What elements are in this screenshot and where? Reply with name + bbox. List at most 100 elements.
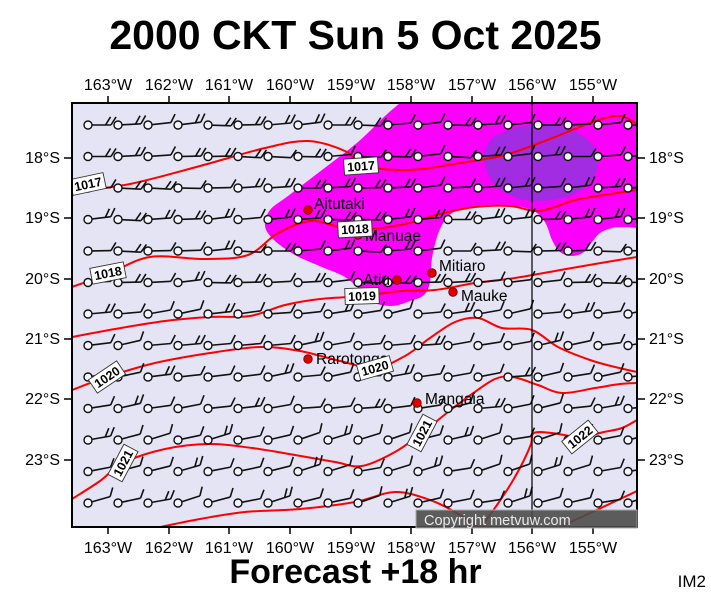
wind-barb — [203, 397, 236, 414]
barb-feather — [140, 212, 148, 222]
lat-label-right: 21°S — [649, 331, 684, 348]
station-circle — [563, 214, 573, 225]
wind-barb — [443, 272, 477, 288]
barb-feather — [110, 148, 117, 157]
station-circle — [443, 151, 453, 162]
station-circle — [83, 309, 93, 319]
wind-barb — [143, 300, 175, 319]
barb-feather — [554, 210, 562, 220]
barb-feather — [350, 270, 356, 281]
station-circle — [263, 340, 273, 351]
barb-feather — [500, 177, 506, 187]
barb-feather — [140, 115, 147, 125]
barb-shaft — [242, 404, 261, 409]
barb-feather — [260, 116, 267, 126]
wind-barb — [293, 302, 326, 319]
station-circle — [203, 403, 213, 414]
station-circle — [143, 435, 153, 445]
wind-barb — [413, 208, 446, 225]
station-circle — [113, 403, 123, 414]
barb-feather — [349, 455, 354, 465]
barb-feather — [619, 363, 625, 373]
barb-shaft — [152, 187, 172, 191]
barb-feather — [320, 148, 327, 158]
wind-barb — [473, 241, 507, 256]
station-circle — [233, 277, 243, 288]
wind-barb — [173, 210, 207, 225]
barb-feather — [584, 302, 590, 312]
island-label-manuae: Manuae — [365, 228, 421, 245]
barb-feather — [350, 397, 356, 407]
barb-shaft — [632, 343, 637, 346]
station-circle — [263, 498, 273, 508]
station-circle — [623, 403, 633, 414]
barb-shaft — [542, 339, 561, 346]
barb-feather — [620, 207, 626, 218]
barb-feather — [194, 147, 202, 157]
barb-feather — [650, 487, 652, 496]
barb-feather — [230, 147, 237, 157]
station-circle — [413, 120, 423, 130]
barb-shaft — [152, 121, 171, 126]
station-circle — [113, 183, 123, 193]
barb-shaft — [242, 434, 261, 440]
station-circle — [143, 214, 153, 225]
barb-feather — [408, 423, 413, 433]
barb-shaft — [332, 185, 351, 189]
barb-feather — [614, 396, 620, 406]
station-circle — [173, 340, 183, 351]
wind-barb — [293, 398, 327, 414]
barb-shaft — [572, 372, 591, 378]
station-circle — [383, 183, 393, 193]
barb-feather — [314, 332, 320, 343]
barb-shaft — [361, 494, 381, 503]
barb-shaft — [182, 342, 201, 346]
barb-feather — [380, 334, 386, 344]
wind-barb — [413, 303, 446, 319]
station-circle — [233, 498, 243, 508]
barb-shaft — [122, 218, 142, 222]
barb-shaft — [512, 250, 532, 253]
wind-barb — [173, 455, 204, 477]
barb-shaft — [391, 464, 411, 471]
barb-shaft — [541, 431, 561, 440]
station-circle — [233, 466, 243, 477]
wind-barb — [593, 243, 627, 256]
barb-shaft — [422, 497, 441, 503]
barb-feather — [614, 178, 621, 188]
station-circle — [533, 183, 543, 193]
barb-feather — [440, 113, 446, 123]
wind-barb — [143, 180, 178, 193]
station-circle — [623, 466, 633, 477]
barb-shaft — [602, 215, 621, 220]
barb-shaft — [332, 153, 351, 157]
barb-feather — [259, 489, 265, 499]
station-circle — [443, 120, 453, 130]
barb-feather — [559, 487, 564, 498]
barb-feather — [104, 148, 112, 157]
station-circle — [233, 246, 243, 256]
wind-barb — [593, 302, 626, 319]
station-circle — [83, 435, 93, 445]
station-circle — [113, 214, 123, 225]
wind-barb — [113, 146, 147, 162]
station-circle — [563, 340, 573, 351]
barb-feather — [104, 427, 110, 438]
barb-shaft — [212, 405, 231, 409]
station-circle — [623, 372, 633, 382]
barb-feather — [350, 116, 357, 126]
station-circle — [143, 120, 153, 130]
station-circle — [83, 214, 93, 225]
barb-shaft — [482, 279, 501, 283]
wind-barb — [233, 365, 266, 382]
wind-barb — [173, 394, 205, 414]
barb-feather — [260, 149, 268, 159]
wind-barb — [323, 211, 357, 225]
barb-feather — [320, 113, 326, 123]
wind-barb — [113, 273, 147, 288]
station-circle — [413, 214, 423, 225]
barb-feather — [620, 146, 627, 156]
station-circle — [353, 183, 363, 193]
station-circle — [443, 309, 453, 319]
